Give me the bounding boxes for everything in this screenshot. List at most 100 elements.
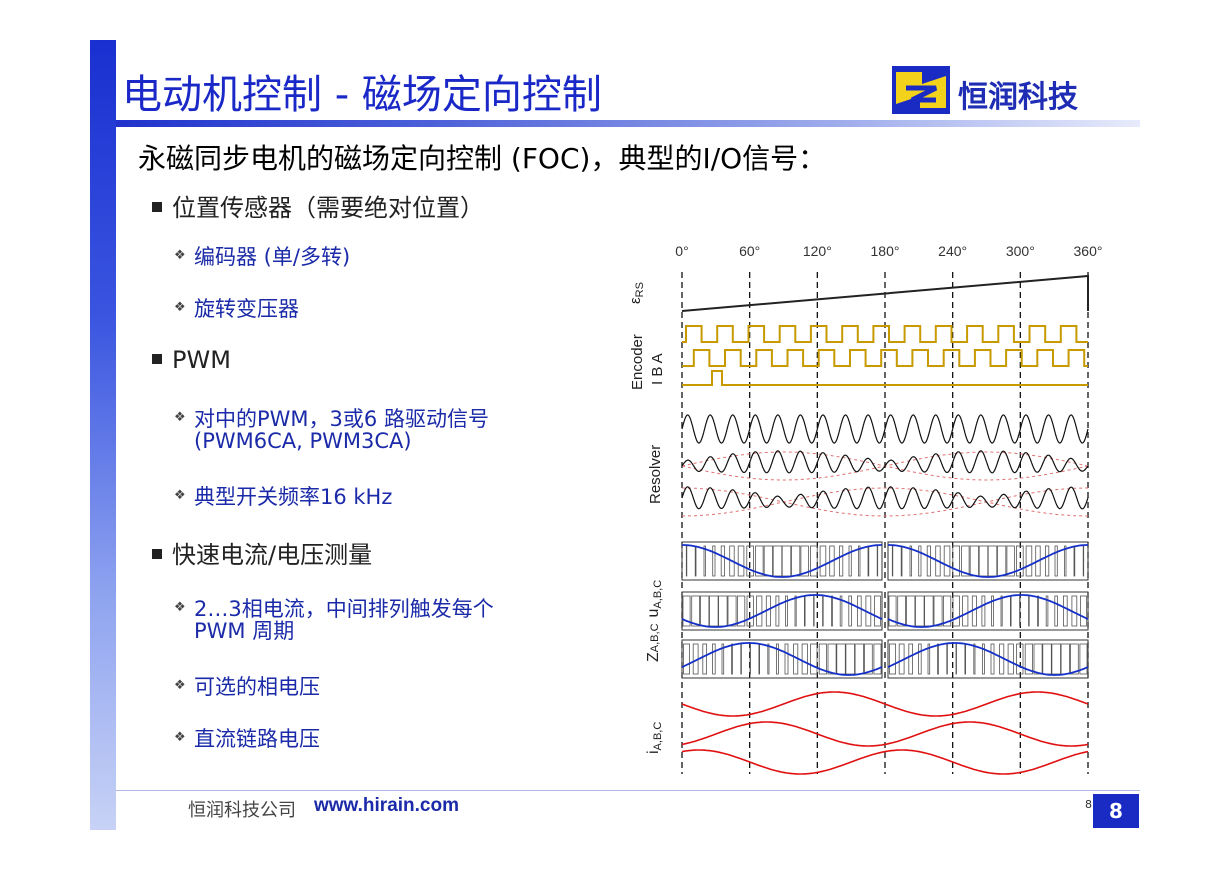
eps-ramp-line [681, 274, 1089, 312]
pwm-pulse [962, 595, 969, 627]
diamond-bullet-icon: ❖ [174, 678, 186, 693]
bullet-fast-measurement: 快速电流/电压测量 [152, 535, 372, 570]
pwm-pulse [854, 643, 864, 675]
pwm-pulse [1073, 545, 1076, 577]
encoder-index-channel [682, 370, 1088, 386]
pwm-reference-sine [887, 642, 1089, 676]
pwm-pulse [800, 545, 809, 577]
pwm-pulse [794, 595, 797, 627]
pwm-pulse [721, 643, 725, 675]
pwm-pulse [1006, 545, 1015, 577]
slide-title: 电动机控制 - 磁场定向控制 [122, 72, 602, 118]
pwm-pulse [848, 595, 852, 627]
pwm-pulse [924, 595, 934, 627]
pwm-reference-sine [887, 594, 1089, 628]
resolver-label: Resolver [647, 445, 664, 504]
bullet-position-sensor: 位置传感器（需要绝对位置） [152, 188, 484, 223]
angle-label: 240° [938, 243, 967, 259]
phase-current-b [681, 721, 1089, 747]
angle-label: 0° [675, 243, 688, 259]
pwm-pulse [746, 595, 754, 627]
pwm-pulse [1025, 545, 1033, 577]
pwm-pulse [791, 545, 801, 577]
pwm-reference-sine [681, 642, 883, 676]
bullet-phase-currents: ❖ 2…3相电流，中间排列触发每个 PWM 周期 [174, 597, 494, 643]
pwm-pulse [781, 545, 792, 577]
pwm-pulse [908, 643, 913, 675]
pwm-pulse [867, 545, 870, 577]
pwm-pulse [703, 545, 706, 577]
encoder-channel-b [682, 349, 1088, 367]
square-bullet-icon [152, 202, 162, 212]
left-accent-bar [90, 40, 116, 830]
angle-label: 180° [871, 243, 900, 259]
diamond-bullet-icon: ❖ [174, 300, 186, 315]
resolver-envelope [682, 487, 1088, 517]
pwm-pulse [906, 595, 916, 627]
pwm-pulse [1037, 595, 1039, 627]
pwm-pulse [973, 643, 976, 675]
pwm-pulse [927, 643, 931, 675]
current-label: iA,B,C [645, 722, 664, 754]
pwm-frame [887, 541, 1089, 581]
diamond-bullet-icon: ❖ [174, 248, 186, 263]
angle-labels: 0° 60° 120° 180° 240° 300° 360° [675, 243, 1102, 259]
pwm-pulse [682, 595, 691, 627]
pwm-frame [681, 541, 883, 581]
square-bullet-icon [152, 354, 162, 364]
pwm-pulse [889, 643, 896, 675]
angle-label: 60° [739, 243, 760, 259]
pwm-pulse [942, 595, 952, 627]
pwm-pulse [1064, 545, 1067, 577]
pwm-reference-sine [888, 544, 1088, 578]
pwm-pulse [873, 643, 882, 675]
bullet-encoder: ❖ 编码器 (单/多转) [174, 245, 351, 269]
encoder-signals [682, 325, 1088, 386]
pwm-pulse [858, 545, 861, 577]
pwm-pulse [952, 545, 960, 577]
pwm-pulse [909, 545, 912, 577]
pwm-pulse [755, 545, 764, 577]
pwm-pulse [685, 545, 688, 577]
pwm-pulse [727, 595, 737, 627]
pwm-pulse [1079, 595, 1087, 627]
pwm-pulse [900, 545, 903, 577]
pwm-pulse [683, 643, 690, 675]
pwm-pulse [873, 595, 881, 627]
pwm-pulse [856, 595, 862, 627]
pwm-pulse [1007, 643, 1014, 675]
footer-url[interactable]: www.hirain.com [314, 795, 459, 816]
phase-current-a [681, 691, 1089, 717]
pwm-pulse [1019, 595, 1021, 627]
pwm-pulse [756, 595, 763, 627]
pwm-pulse [955, 643, 957, 675]
title-underline [116, 120, 1140, 127]
pwm-pulse [933, 595, 943, 627]
encoder-channel-labels: I B A [649, 353, 666, 385]
pwm-pulse [772, 545, 783, 577]
pwm-pulse [737, 545, 745, 577]
pwm-pulse [836, 643, 846, 675]
pwm-pulse [829, 545, 835, 577]
slide-subtitle: 永磁同步电机的磁场定向控制 (FOC)，典型的I/O信号： [138, 142, 827, 175]
bullet-resolver: ❖ 旋转变压器 [174, 297, 299, 321]
pwm-pulse [1016, 643, 1024, 675]
pwm-pulse [838, 545, 844, 577]
phase-current-signals [681, 691, 1089, 775]
diamond-bullet-icon: ❖ [174, 488, 186, 503]
page-number: 8 [1093, 794, 1139, 828]
pwm-pulse [978, 545, 989, 577]
bullet-centered-pwm: ❖ 对中的PWM，3或6 路驱动信号 (PWM6CA, PWM3CA) [174, 407, 489, 453]
bullet-phase-voltage: ❖ 可选的相电压 [174, 675, 320, 699]
pwm-pulse [981, 595, 986, 627]
pwm-pulse [1009, 595, 1012, 627]
pwm-pulse [785, 595, 788, 627]
diamond-bullet-icon: ❖ [174, 730, 186, 745]
diamond-bullet-icon: ❖ [174, 410, 186, 425]
pwm-pulse [749, 643, 751, 675]
pwm-pulse [935, 545, 941, 577]
pwm-pulse [1000, 595, 1003, 627]
pwm-pulse [691, 595, 700, 627]
pwm-pulse [1042, 643, 1052, 675]
resolver-sin-signal [681, 450, 1089, 474]
